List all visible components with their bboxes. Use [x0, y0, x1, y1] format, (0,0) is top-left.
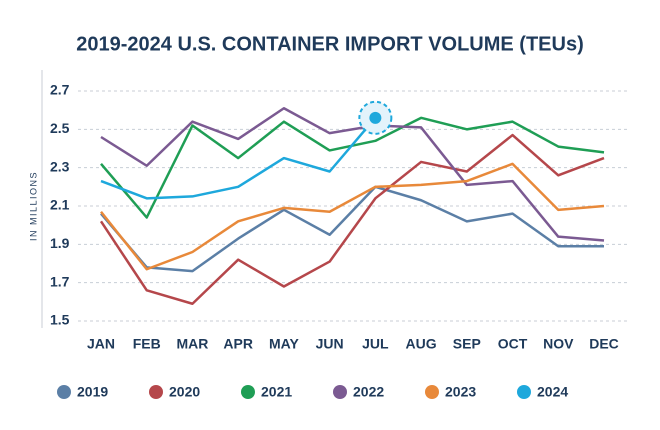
legend-swatch	[149, 385, 163, 399]
legend-label: 2019	[77, 384, 108, 400]
series-line	[100, 117, 377, 200]
x-tick-label: JAN	[87, 336, 115, 352]
legend-label: 2021	[261, 384, 292, 400]
y-tick-label: 2.5	[50, 120, 70, 136]
x-tick-label: MAR	[177, 336, 209, 352]
series-line	[100, 107, 605, 242]
y-tick-label: 2.7	[50, 82, 70, 98]
chart-title: 2019-2024 U.S. CONTAINER IMPORT VOLUME (…	[76, 33, 584, 55]
x-tick-label: JUN	[316, 336, 344, 352]
legend-label: 2022	[353, 384, 384, 400]
x-tick-label: NOV	[543, 336, 574, 352]
y-tick-label: 1.7	[50, 273, 70, 289]
y-tick-label: 1.5	[50, 312, 70, 328]
x-tick-label: DEC	[589, 336, 619, 352]
highlight-point	[369, 111, 382, 124]
series-line	[100, 162, 605, 271]
legend-swatch	[425, 385, 439, 399]
legend-swatch	[57, 385, 71, 399]
x-tick-label: MAY	[269, 336, 299, 352]
x-tick-label: OCT	[498, 336, 528, 352]
y-tick-label: 2.1	[50, 197, 70, 213]
series-line	[99, 133, 605, 305]
x-tick-label: FEB	[133, 336, 161, 352]
series-line	[100, 185, 604, 273]
x-tick-label: JUL	[362, 336, 389, 352]
legend-swatch	[517, 385, 531, 399]
legend-label: 2023	[445, 384, 476, 400]
legend-label: 2020	[169, 384, 200, 400]
y-axis-label: IN MILLIONS	[28, 171, 38, 241]
legend-label: 2024	[537, 384, 568, 400]
legend-swatch	[241, 385, 255, 399]
legend-swatch	[333, 385, 347, 399]
x-tick-label: SEP	[453, 336, 481, 352]
y-tick-label: 2.3	[50, 158, 70, 174]
x-tick-label: APR	[223, 336, 253, 352]
y-tick-label: 1.9	[50, 235, 70, 251]
x-tick-label: AUG	[406, 336, 437, 352]
